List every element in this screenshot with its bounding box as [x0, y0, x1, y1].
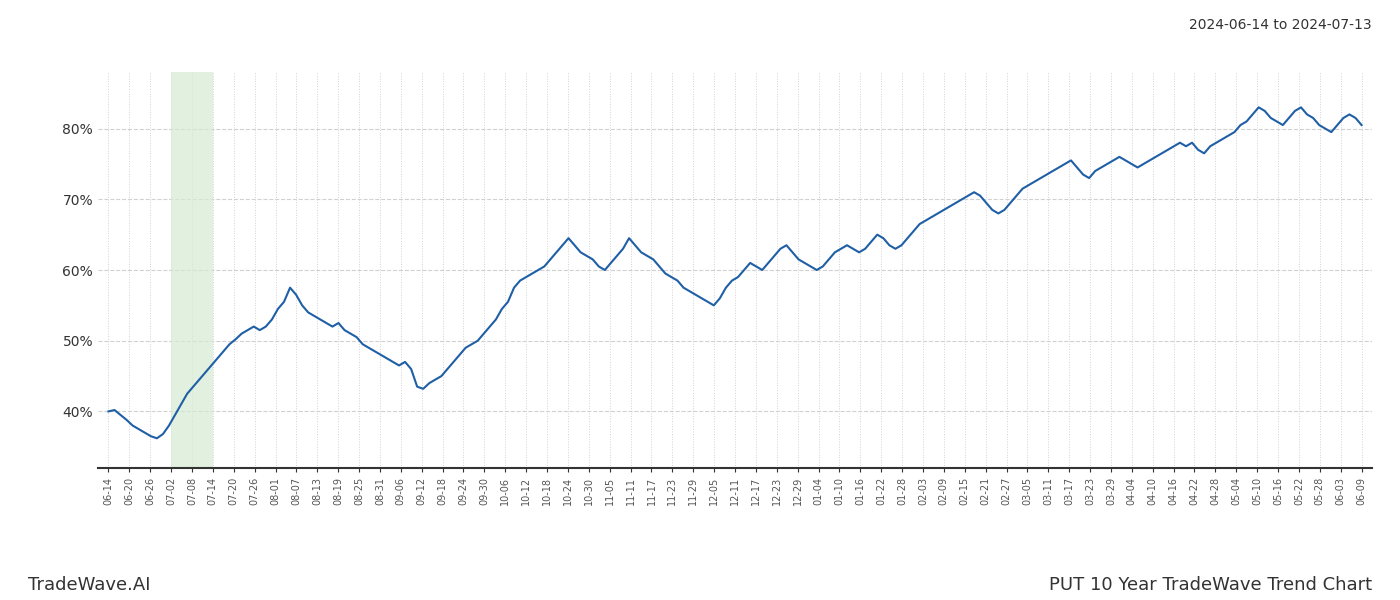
- Text: PUT 10 Year TradeWave Trend Chart: PUT 10 Year TradeWave Trend Chart: [1049, 576, 1372, 594]
- Text: TradeWave.AI: TradeWave.AI: [28, 576, 151, 594]
- Text: 2024-06-14 to 2024-07-13: 2024-06-14 to 2024-07-13: [1190, 18, 1372, 32]
- Bar: [171, 72, 213, 468]
